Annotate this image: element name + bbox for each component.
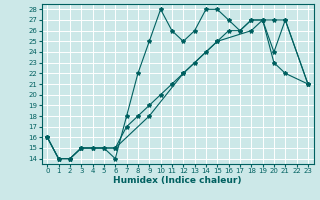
X-axis label: Humidex (Indice chaleur): Humidex (Indice chaleur) bbox=[113, 176, 242, 185]
